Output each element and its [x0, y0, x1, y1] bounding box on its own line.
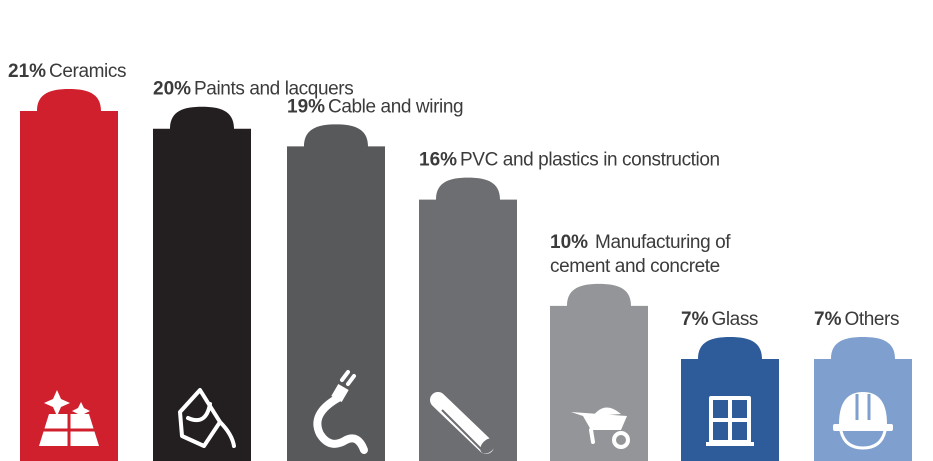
tiles-sparkle-icon: [39, 390, 99, 446]
data-label: 21% Ceramics: [8, 61, 126, 82]
bar-group-2: 20% Paints and lacquers: [153, 79, 354, 461]
bar: [419, 177, 517, 461]
hard-hat-icon: [833, 392, 893, 450]
bar: [287, 124, 385, 461]
data-label: 7% Others: [814, 309, 899, 330]
percent-label: 16%: [419, 150, 457, 171]
bar: [20, 89, 118, 461]
category-label: cement and concrete: [550, 256, 720, 277]
percent-label: 21%: [8, 61, 46, 82]
bar-group-1: 21% Ceramics: [8, 61, 126, 461]
data-label: 19% Cable and wiring: [287, 96, 463, 117]
paint-bucket-icon: [178, 388, 236, 448]
percent-label: 7%: [681, 309, 709, 330]
category-label: PVC and plastics in construction: [460, 150, 720, 171]
bar: [153, 106, 251, 461]
category-label: Cable and wiring: [328, 96, 463, 117]
bar-group-4: 16% PVC and plastics in construction: [419, 150, 720, 461]
data-label: 16% PVC and plastics in construction: [419, 150, 720, 171]
percent-label: 20%: [153, 79, 191, 100]
window-icon: [706, 396, 754, 446]
data-label: 20% Paints and lacquers: [153, 79, 353, 100]
bar: [550, 283, 648, 461]
bar-group-5: 10% Manufacturing of cement and concrete: [550, 232, 732, 461]
cable-plug-icon: [313, 370, 368, 454]
category-label: Glass: [711, 309, 758, 330]
category-label: Manufacturing of: [595, 232, 731, 253]
category-label: Others: [844, 309, 899, 330]
bar-group-6: 7% Glass: [681, 309, 779, 461]
bar-group-7: 7% Others: [814, 309, 912, 461]
percent-label: 10%: [550, 232, 588, 253]
pipe-icon: [430, 392, 496, 454]
category-label: Ceramics: [49, 61, 126, 82]
percent-label: 19%: [287, 96, 325, 117]
data-label: 7% Glass: [681, 309, 758, 330]
data-label: 10% Manufacturing of cement and concrete: [550, 232, 731, 277]
category-label: Paints and lacquers: [194, 79, 353, 100]
wheelbarrow-icon: [571, 407, 630, 449]
bar-group-3: 19% Cable and wiring: [287, 96, 464, 461]
percent-label: 7%: [814, 309, 842, 330]
